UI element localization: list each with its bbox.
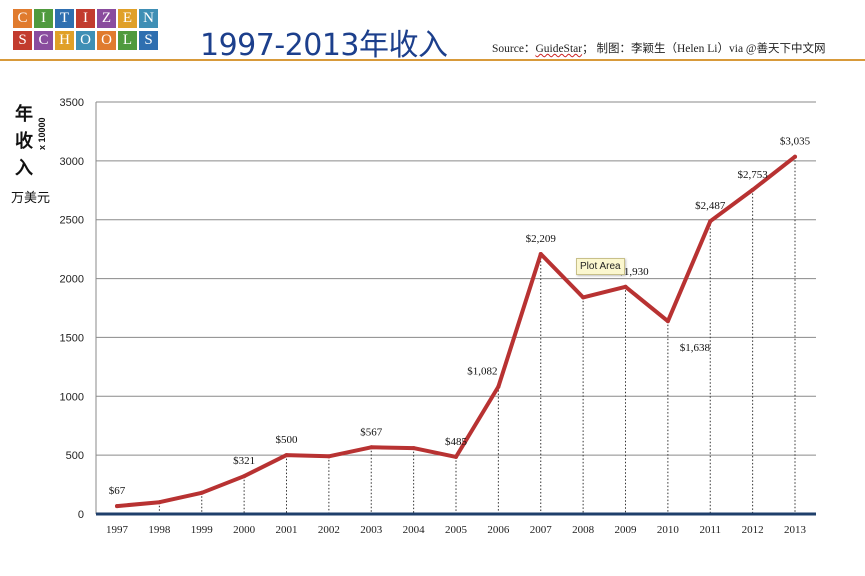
logo-letter-tile: E — [118, 9, 137, 28]
x-tick-label: 1998 — [148, 524, 171, 536]
data-label: $67 — [109, 485, 126, 497]
x-tick-label: 2003 — [360, 524, 383, 536]
data-point — [496, 384, 501, 389]
x-tick-label: 2001 — [276, 524, 298, 536]
data-point — [581, 295, 586, 300]
data-point — [411, 446, 416, 451]
data-point — [750, 187, 755, 192]
logo-letter-tile: Z — [97, 9, 116, 28]
x-tick-label: 2010 — [657, 524, 680, 536]
chart-title: 1997-2013年收入 — [200, 28, 448, 63]
logo-letter-tile: C — [34, 31, 53, 50]
logo-letter-tile: I — [76, 9, 95, 28]
x-tick-label: 2007 — [530, 524, 553, 536]
x-tick-label: 2011 — [699, 524, 721, 536]
logo-letter-tile: O — [97, 31, 116, 50]
source-name: GuideStar — [535, 43, 583, 55]
data-point — [793, 154, 797, 159]
x-tick-label: 1999 — [191, 524, 214, 536]
y-tick-label: 2000 — [60, 274, 84, 286]
data-label: $3,035 — [780, 136, 811, 148]
data-label: $2,753 — [738, 169, 769, 181]
x-tick-label: 2008 — [572, 524, 595, 536]
logo-letter-tile: L — [118, 31, 137, 50]
data-point — [157, 500, 162, 505]
header-divider — [0, 59, 865, 61]
logo-letter-tile: I — [34, 9, 53, 28]
logo-letter-tile: S — [139, 31, 158, 50]
y-tick-label: 500 — [66, 450, 84, 462]
data-point — [284, 453, 289, 458]
x-tick-label: 2004 — [403, 524, 426, 536]
data-label: $2,209 — [526, 233, 557, 245]
data-point — [538, 251, 543, 256]
y-tick-label: 1500 — [60, 332, 84, 344]
data-point — [242, 474, 247, 479]
data-point — [708, 219, 713, 224]
y-axis-title-char: 收 — [15, 131, 33, 152]
source-prefix: Source： — [492, 43, 536, 55]
data-point — [665, 319, 670, 324]
x-tick-label: 2005 — [445, 524, 468, 536]
y-tick-label: 1000 — [60, 391, 84, 403]
y-axis-unit: 万美元 — [11, 191, 51, 206]
y-axis-title-char: 入 — [15, 158, 33, 179]
data-label: $567 — [360, 426, 383, 438]
data-label: $1,930 — [618, 266, 649, 278]
x-tick-label: 2002 — [318, 524, 340, 536]
x-tick-label: 2000 — [233, 524, 256, 536]
logo-letter-tile: T — [55, 9, 74, 28]
y-tick-label: 2500 — [60, 215, 84, 227]
logo-letter-tile: O — [76, 31, 95, 50]
data-label: $485 — [445, 436, 468, 448]
x-tick-label: 2009 — [615, 524, 638, 536]
data-label: $2,487 — [695, 200, 726, 212]
data-label: $321 — [233, 455, 255, 467]
x-tick-label: 2013 — [784, 524, 807, 536]
source-suffix: ； 制图：李颖生（Helen Li）via @善天下中文网 — [582, 43, 826, 55]
logo-letter-tile: C — [13, 9, 32, 28]
data-point — [623, 284, 628, 289]
data-point — [115, 504, 119, 509]
source-note: Source：GuideStar； 制图：李颖生（Helen Li）via @善… — [492, 40, 826, 56]
data-point — [326, 454, 331, 459]
data-point — [369, 445, 374, 450]
y-axis-title-char: 年 — [15, 104, 33, 125]
y-axis-title: 年 收 入 — [12, 101, 36, 182]
plot-area-tooltip: Plot Area — [576, 258, 625, 275]
y-tick-label: 3500 — [60, 97, 84, 109]
x-tick-label: 2006 — [487, 524, 510, 536]
logo-letter-tile: S — [13, 31, 32, 50]
x-tick-label: 1997 — [106, 524, 129, 536]
logo-letter-tile: H — [55, 31, 74, 50]
y-tick-label: 3000 — [60, 156, 84, 168]
revenue-series-line — [115, 154, 797, 509]
data-label: $1,638 — [680, 342, 711, 354]
logo-letter-tile: N — [139, 9, 158, 28]
data-point — [199, 490, 204, 495]
y-tick-label: 0 — [78, 509, 84, 521]
data-label: $500 — [276, 434, 299, 446]
x-tick-label: 2012 — [742, 524, 764, 536]
data-label: $1,082 — [467, 366, 497, 378]
data-point — [454, 454, 458, 459]
